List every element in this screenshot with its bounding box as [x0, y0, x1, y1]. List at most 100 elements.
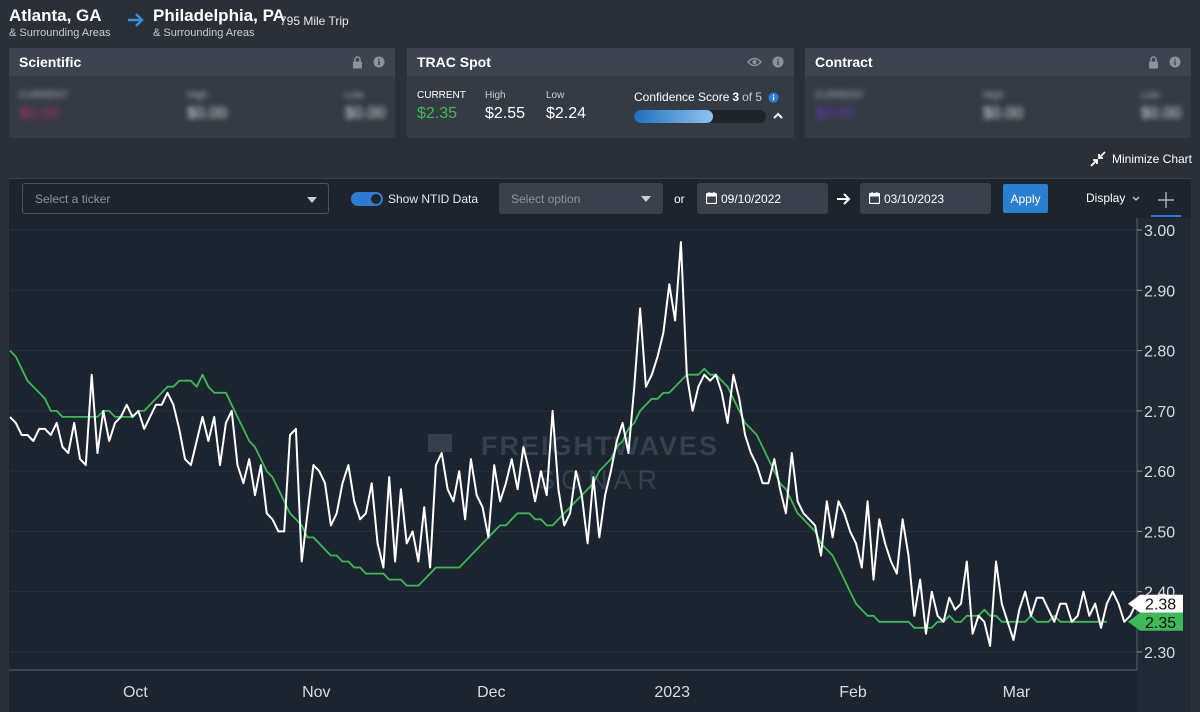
y-tick-label: 2.70 — [1144, 404, 1175, 421]
end-date-value: 03/10/2023 — [884, 192, 945, 206]
last-value-tag — [1128, 594, 1183, 613]
option-select[interactable]: Select option — [499, 183, 663, 214]
trip-distance: 795 Mile Trip — [280, 14, 349, 28]
confidence-bar-fill — [634, 110, 714, 123]
contract-low-label: Low — [1141, 90, 1160, 101]
lock-icon — [353, 55, 362, 68]
confidence-of: of 5 — [742, 90, 763, 104]
chart-background — [9, 218, 1191, 712]
last-value-label: 2.35 — [1145, 615, 1176, 632]
x-tick-label: Nov — [302, 684, 330, 701]
info-icon[interactable] — [772, 56, 784, 68]
eye-icon[interactable] — [747, 57, 762, 67]
caret-down-icon — [641, 196, 651, 202]
confidence-value: 3 — [732, 90, 740, 104]
trac-high: High $2.55 — [485, 90, 525, 123]
info-icon[interactable] — [768, 91, 779, 103]
x-tick-label: Feb — [839, 684, 867, 701]
trac-low-label: Low — [546, 90, 565, 101]
series-line-green — [9, 349, 1107, 629]
chevron-down-icon — [1132, 196, 1140, 201]
trac-low-value: $2.24 — [546, 105, 587, 122]
contract-high-value: $0.00 — [983, 105, 1024, 122]
scientific-high-value: $0.00 — [187, 105, 228, 122]
x-tick-label: Mar — [1003, 684, 1031, 701]
contract-high: High $0.00 — [983, 90, 1023, 123]
calendar-icon — [869, 192, 880, 204]
ntid-toggle-label: Show NTID Data — [388, 192, 479, 206]
gridlines — [10, 229, 1136, 653]
ticker-select[interactable]: Select a ticker — [22, 183, 329, 214]
end-date-input[interactable]: 03/10/2023 — [860, 183, 991, 214]
scientific-low: Low $0.00 — [345, 90, 385, 123]
info-icon[interactable] — [1169, 56, 1181, 68]
trac-title: TRAC Spot — [417, 54, 491, 70]
origin-city: Atlanta, GA — [9, 6, 102, 25]
last-value-label: 2.38 — [1145, 597, 1176, 614]
minimize-label: Minimize Chart — [1111, 152, 1192, 166]
y-tick-label: 2.30 — [1144, 645, 1175, 662]
apply-button[interactable]: Apply — [1003, 184, 1048, 213]
arrow-right-icon — [128, 13, 144, 27]
scientific-card: Scientific CURRENT $0.00 High $0.00 Low … — [9, 48, 395, 138]
start-date-value: 09/10/2022 — [721, 192, 782, 206]
trac-current-value: $2.35 — [417, 105, 458, 122]
watermark-mark — [428, 434, 452, 452]
caret-down-icon — [307, 197, 317, 203]
contract-current-label: CURRENT — [815, 90, 864, 101]
trac-spot-card: TRAC Spot CURRENT $2.35 High $2.55 Low $… — [407, 48, 794, 138]
origin-location: Atlanta, GA & Surrounding Areas — [9, 6, 111, 39]
y-tick-label: 2.60 — [1144, 464, 1175, 481]
or-label: or — [674, 192, 685, 206]
trac-card-header: TRAC Spot — [407, 48, 794, 76]
last-value-labels: 2.382.35 — [1128, 594, 1183, 632]
trac-low: Low $2.24 — [546, 90, 586, 123]
scientific-card-header: Scientific — [9, 48, 395, 76]
y-axis-ticks: 3.002.902.802.702.602.502.402.30 — [1137, 223, 1175, 662]
ntid-toggle[interactable] — [351, 192, 383, 206]
y-tick-label: 2.50 — [1144, 524, 1175, 541]
crosshair-icon — [1158, 192, 1174, 208]
destination-sub: & Surrounding Areas — [153, 27, 255, 39]
minimize-chart-button[interactable]: Minimize Chart — [1090, 151, 1192, 167]
origin-sub: & Surrounding Areas — [9, 27, 111, 39]
start-date-input[interactable]: 09/10/2022 — [697, 183, 828, 214]
scientific-high-label: High — [187, 90, 208, 101]
confidence-score: Confidence Score 3 of 5 — [634, 90, 789, 123]
contract-low: Low $0.00 — [1141, 90, 1181, 123]
y-tick-label: 2.80 — [1144, 344, 1175, 361]
x-tick-label: 2023 — [654, 684, 690, 701]
arrow-right-icon — [837, 193, 851, 205]
trac-high-label: High — [485, 90, 506, 101]
scientific-current-label: CURRENT — [19, 90, 68, 101]
scientific-low-label: Low — [345, 90, 364, 101]
route-header: Atlanta, GA & Surrounding Areas Philadel… — [0, 0, 1200, 42]
x-axis-ticks: Oct Nov Dec 2023 Feb Mar — [123, 684, 1031, 701]
info-icon[interactable] — [373, 56, 385, 68]
ticker-placeholder: Select a ticker — [35, 192, 111, 206]
price-chart[interactable]: FREIGHTWAVES SONAR 3.002.902.802.702.602… — [0, 218, 1200, 712]
trac-current: CURRENT $2.35 — [417, 90, 466, 123]
y-tick-label: 3.00 — [1144, 223, 1175, 240]
scientific-current-value: $0.00 — [19, 105, 60, 122]
chevron-up-icon[interactable] — [772, 110, 784, 122]
display-label: Display — [1086, 191, 1126, 205]
display-menu[interactable]: Display — [1086, 191, 1140, 205]
contract-low-value: $0.00 — [1141, 105, 1182, 122]
crosshair-button[interactable] — [1151, 183, 1181, 217]
destination-city: Philadelphia, PA — [153, 6, 285, 25]
contract-card: Contract CURRENT $0.00 High $0.00 Low $0… — [805, 48, 1191, 138]
contract-high-label: High — [983, 90, 1004, 101]
lock-icon — [1149, 55, 1158, 68]
option-placeholder: Select option — [511, 192, 581, 206]
minimize-icon — [1090, 151, 1106, 167]
scientific-low-value: $0.00 — [345, 105, 386, 122]
scientific-current: CURRENT $0.00 — [19, 90, 68, 123]
trac-high-value: $2.55 — [485, 105, 526, 122]
calendar-icon — [706, 192, 717, 204]
x-tick-label: Oct — [123, 684, 148, 701]
contract-current-value: $0.00 — [815, 105, 856, 122]
series-layer — [9, 241, 1137, 647]
scientific-title: Scientific — [19, 54, 82, 70]
series-line-white — [9, 241, 1137, 647]
